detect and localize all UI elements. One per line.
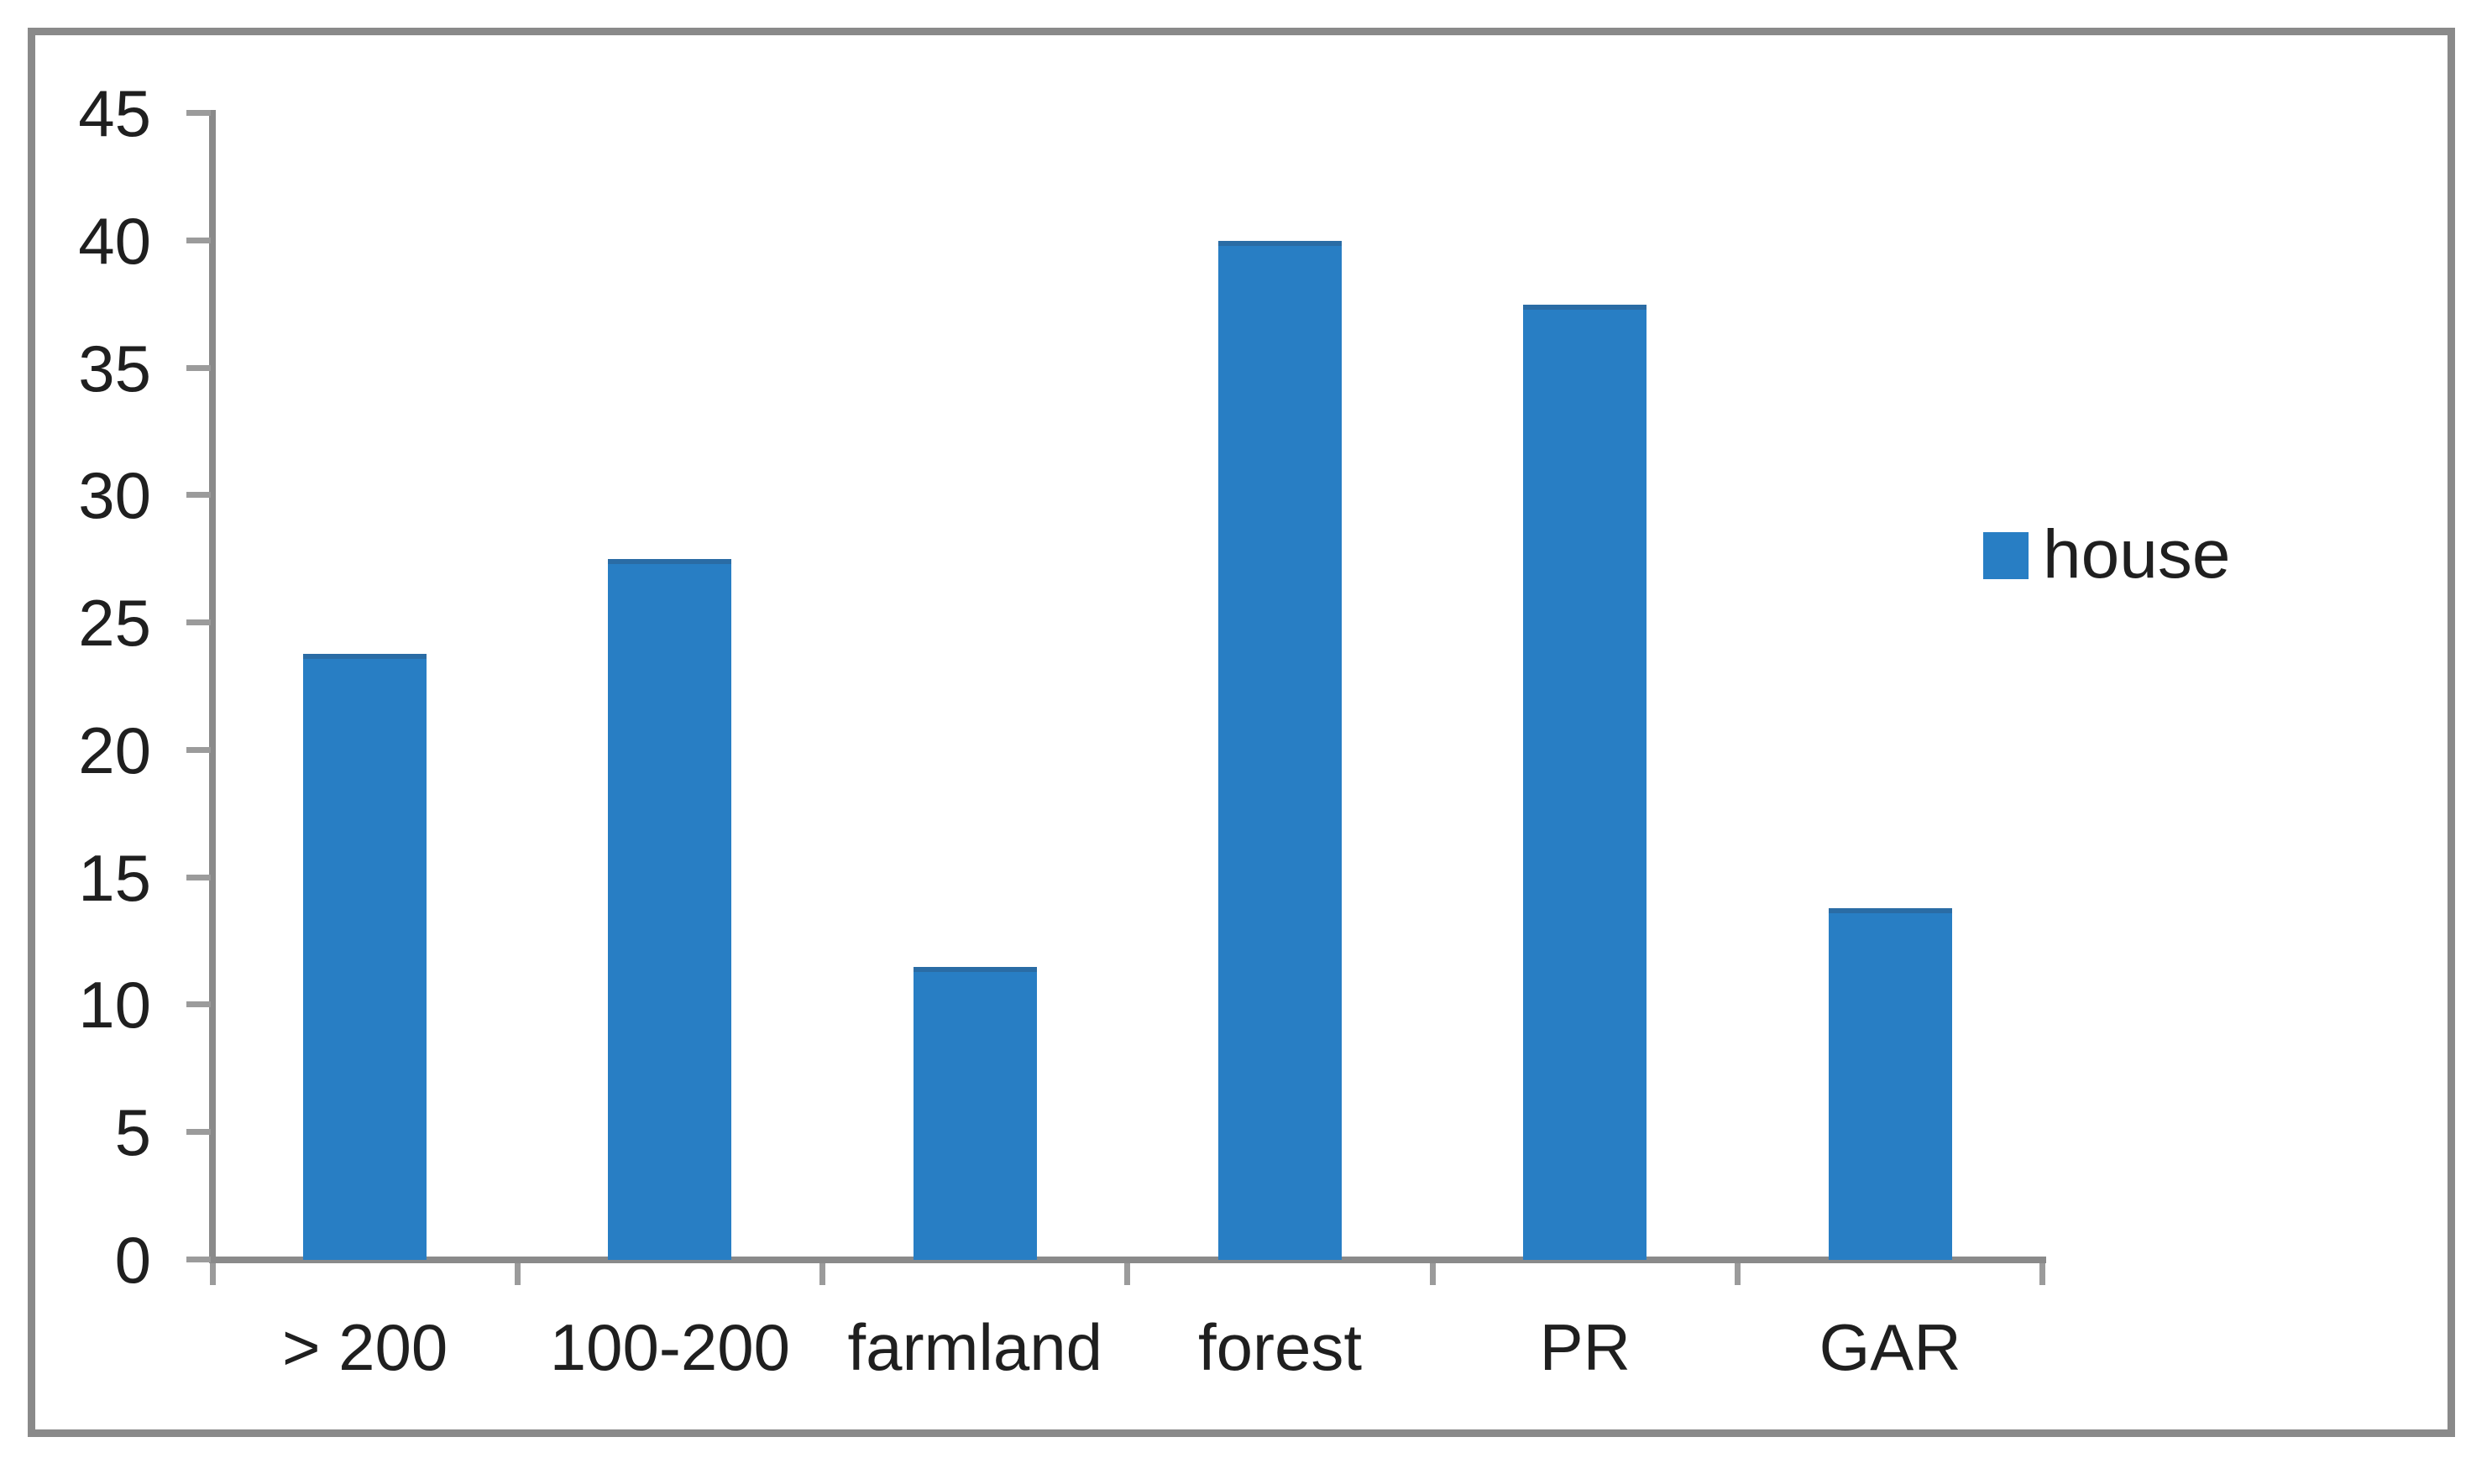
bar-6 xyxy=(1828,908,1952,1260)
x-axis-category-label: > 200 xyxy=(281,1310,448,1384)
x-axis-line xyxy=(209,1257,2046,1263)
x-axis-tick-mark xyxy=(1429,1263,1436,1285)
y-axis-tick-label: 15 xyxy=(78,840,151,915)
bar-4 xyxy=(1218,240,1343,1260)
legend-swatch-house xyxy=(1983,532,2029,579)
y-axis-tick-mark xyxy=(186,1257,211,1262)
bar-5 xyxy=(1523,304,1647,1260)
y-axis-tick-mark xyxy=(186,619,211,626)
legend-label: house xyxy=(2043,516,2231,593)
y-axis-tick-label: 0 xyxy=(114,1223,151,1297)
y-axis-tick-label: 25 xyxy=(78,586,151,661)
x-axis-tick-mark xyxy=(2039,1263,2046,1285)
bar-1 xyxy=(303,653,427,1260)
x-axis-tick-mark xyxy=(819,1263,826,1285)
y-axis-line xyxy=(209,110,216,1263)
x-axis-category-label: 100-200 xyxy=(549,1310,791,1384)
x-axis-tick-mark xyxy=(1124,1263,1131,1285)
x-axis-tick-mark xyxy=(514,1263,521,1285)
y-axis-tick-mark xyxy=(186,110,211,116)
bar-2 xyxy=(608,559,732,1260)
y-axis-tick-mark xyxy=(186,874,211,880)
y-axis-tick-mark xyxy=(186,746,211,753)
y-axis-tick-label: 45 xyxy=(78,76,151,150)
x-axis-tick-mark xyxy=(209,1263,216,1285)
y-axis-tick-label: 35 xyxy=(78,331,151,405)
y-axis-tick-label: 5 xyxy=(114,1095,151,1170)
y-axis-tick-label: 30 xyxy=(78,458,151,533)
y-axis-tick-label: 40 xyxy=(78,203,151,278)
x-axis-category-label: forest xyxy=(1198,1310,1363,1384)
y-axis-tick-mark xyxy=(186,1001,211,1008)
y-axis-tick-label: 20 xyxy=(78,713,151,787)
x-axis-category-label: GAR xyxy=(1819,1310,1961,1384)
y-axis-tick-label: 10 xyxy=(78,968,151,1042)
x-axis-tick-mark xyxy=(1735,1263,1741,1285)
y-axis-tick-mark xyxy=(186,237,211,243)
y-axis-tick-mark xyxy=(186,1129,211,1136)
x-axis-category-label: farmland xyxy=(847,1310,1102,1384)
y-axis-tick-mark xyxy=(186,364,211,371)
x-axis-category-label: PR xyxy=(1539,1310,1631,1384)
y-axis-tick-mark xyxy=(186,492,211,499)
bar-3 xyxy=(913,966,1037,1260)
